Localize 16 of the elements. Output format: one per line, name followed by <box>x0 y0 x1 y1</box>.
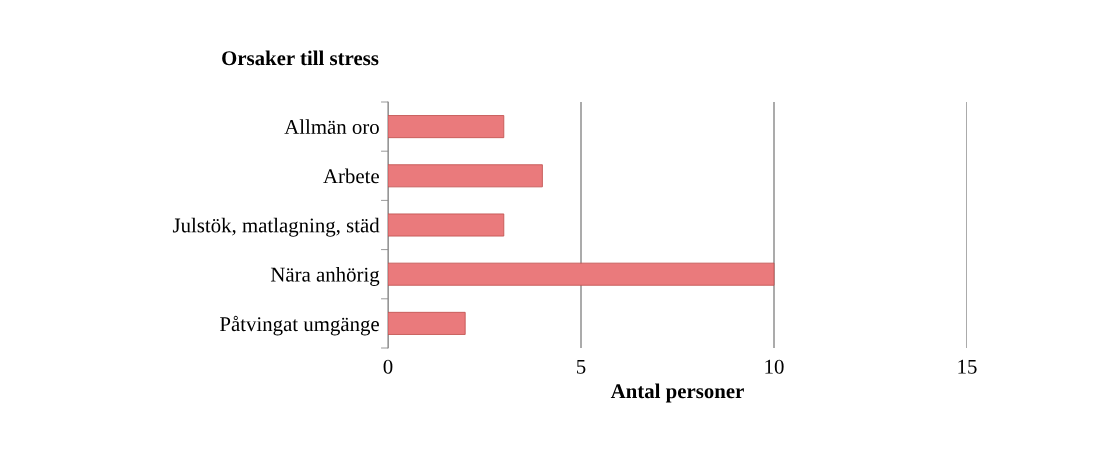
y-tick-label: Julstök, matlagning, städ <box>172 217 380 237</box>
bar <box>388 311 466 335</box>
x-tick-label: 5 <box>577 359 586 374</box>
bar <box>388 115 505 139</box>
x-tick-label: 15 <box>958 359 977 374</box>
y-tick-label: Allmän oro <box>284 119 379 135</box>
bar <box>388 262 775 286</box>
bar <box>388 164 543 188</box>
y-axis-title: Orsaker till stress <box>222 50 379 66</box>
x-tick-label: 0 <box>383 359 393 374</box>
y-tick-label: Påtvingat umgänge <box>220 315 379 336</box>
y-tick-label: Arbete <box>323 168 379 184</box>
y-tick-label: Nära anhörig <box>270 266 380 286</box>
x-axis-title: Antal personer <box>610 383 744 403</box>
x-tick-label: 10 <box>765 359 784 374</box>
bar <box>388 213 505 237</box>
